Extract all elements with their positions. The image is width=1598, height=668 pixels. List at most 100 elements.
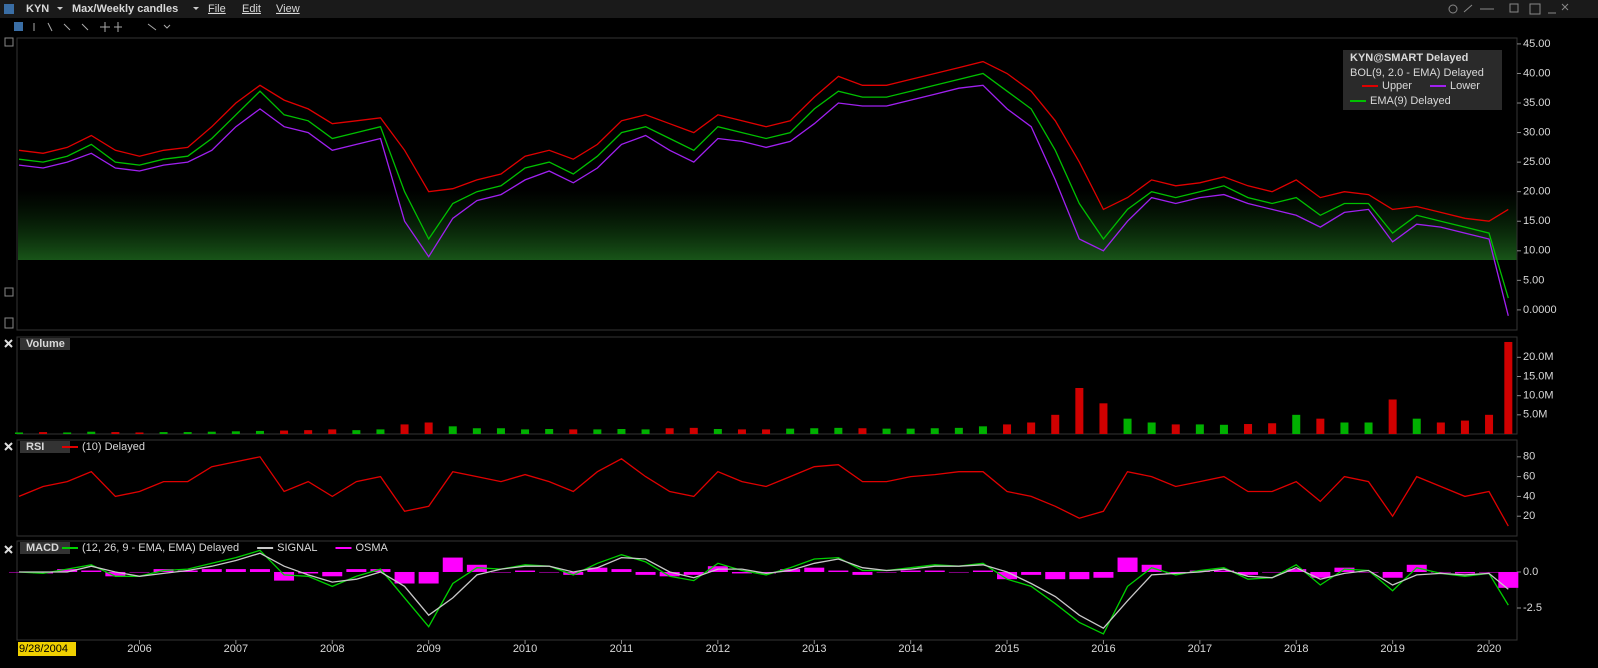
volume-bar (593, 429, 602, 434)
x-tick-label: 2008 (320, 643, 344, 655)
legend-label[interactable]: (12, 26, 9 - EMA, EMA) Delayed (82, 542, 239, 554)
histogram-bar (1498, 571, 1519, 588)
panel-side-buttons[interactable] (4, 37, 14, 329)
histogram-bar (515, 570, 536, 572)
legend-label[interactable]: Lower (1450, 80, 1480, 92)
volume-bar (1388, 399, 1397, 434)
histogram-bar (1189, 570, 1210, 572)
histogram-bar (828, 570, 849, 572)
series-line (19, 552, 1509, 630)
panel-title-box (20, 338, 70, 350)
volume-bar (1147, 422, 1156, 434)
histogram-bar (852, 571, 873, 575)
panel-close-buttons[interactable] (4, 339, 13, 554)
volume-bar (810, 428, 819, 434)
panel-title-box (20, 542, 70, 554)
volume-bar (1292, 414, 1301, 434)
histogram-bar (611, 569, 632, 572)
histogram-bar (900, 570, 921, 572)
symbol[interactable]: KYN (26, 3, 49, 15)
volume-bar (135, 432, 144, 434)
volume-bar (472, 428, 481, 434)
menu-edit[interactable]: Edit (242, 3, 261, 15)
x-tick-label: 2007 (224, 643, 248, 655)
volume-bar (14, 432, 23, 434)
series-line (18, 456, 1509, 527)
volume-bar (424, 422, 433, 434)
histogram-bar (1358, 571, 1379, 573)
histogram-bar (1117, 557, 1138, 572)
histogram-bar (563, 571, 584, 575)
legend-label[interactable]: OSMA (355, 542, 388, 554)
histogram-bar (201, 569, 222, 572)
histogram-bar (587, 567, 608, 572)
series-line (18, 549, 1509, 635)
histogram-bar (274, 571, 295, 581)
histogram-bar (105, 571, 126, 577)
volume-bar (1340, 422, 1349, 434)
y-tick-label: 20 (1523, 510, 1535, 522)
volume-bar (328, 429, 337, 434)
dropdown-arrow[interactable] (57, 7, 63, 10)
volume-bar (63, 432, 72, 434)
histogram-bar (1165, 571, 1186, 574)
volume-bar (641, 429, 650, 434)
volume-bar (280, 430, 289, 434)
x-tick-label: 2012 (706, 643, 730, 655)
volume-bar (689, 427, 698, 434)
volume-bar (521, 429, 530, 434)
histogram-bar (659, 571, 680, 577)
legend-label[interactable]: SIGNAL (277, 542, 317, 554)
histogram-bar (418, 571, 439, 584)
layout[interactable]: Max/Weekly candles (72, 3, 178, 15)
y-tick-label: 10.0M (1523, 390, 1554, 402)
legend-indicator: BOL(9, 2.0 - EMA) Delayed (1350, 67, 1484, 79)
series-line (18, 72, 1509, 299)
y-tick-label: 25.00 (1523, 156, 1551, 168)
x-tick-label: 2011 (610, 643, 634, 655)
volume-bar (1460, 420, 1469, 434)
volume-bar (786, 428, 795, 434)
volume-bar (569, 429, 578, 434)
histogram-bar (322, 571, 343, 577)
volume-bar (858, 428, 867, 434)
volume-bar (545, 429, 554, 434)
histogram-bar (33, 571, 54, 574)
panel-borders (16, 37, 1518, 641)
x-tick-label: 2019 (1380, 643, 1404, 655)
volume-bar (930, 428, 939, 434)
legend-label[interactable]: Upper (1382, 80, 1412, 92)
menu-file[interactable]: File (208, 3, 226, 15)
menu-view[interactable]: View (276, 3, 300, 15)
legend-label[interactable]: (10) Delayed (82, 441, 145, 453)
histogram-bar (539, 571, 560, 573)
volume-bar (713, 429, 722, 434)
drawing-toolbar[interactable] (14, 22, 171, 32)
histogram-bar (635, 571, 656, 575)
histogram-bar (177, 570, 198, 572)
histogram-bar (1310, 571, 1331, 578)
volume-bar (448, 426, 457, 434)
y-tick-label: 0.0000 (1523, 304, 1557, 316)
volume-bar (617, 429, 626, 434)
volume-bar (906, 428, 915, 434)
histogram-bar (490, 571, 511, 573)
price-highlight (18, 190, 1517, 260)
title-bar (0, 0, 1598, 18)
dropdown-arrow[interactable] (193, 7, 199, 10)
histogram-bar (1382, 571, 1403, 578)
y-tick-label: 30.00 (1523, 126, 1551, 138)
histogram-bar (298, 571, 319, 574)
window-controls[interactable] (1448, 3, 1569, 15)
x-tick-label: 2010 (513, 643, 537, 655)
volume-bar (496, 428, 505, 434)
legend-label[interactable]: EMA(9) Delayed (1370, 95, 1451, 107)
y-tick-label: 15.00 (1523, 215, 1551, 227)
histogram-bar (876, 571, 897, 573)
series-line (18, 84, 1509, 316)
histogram-bar (731, 571, 752, 574)
x-tick-label: 2018 (1284, 643, 1308, 655)
histogram-bar (924, 570, 945, 572)
